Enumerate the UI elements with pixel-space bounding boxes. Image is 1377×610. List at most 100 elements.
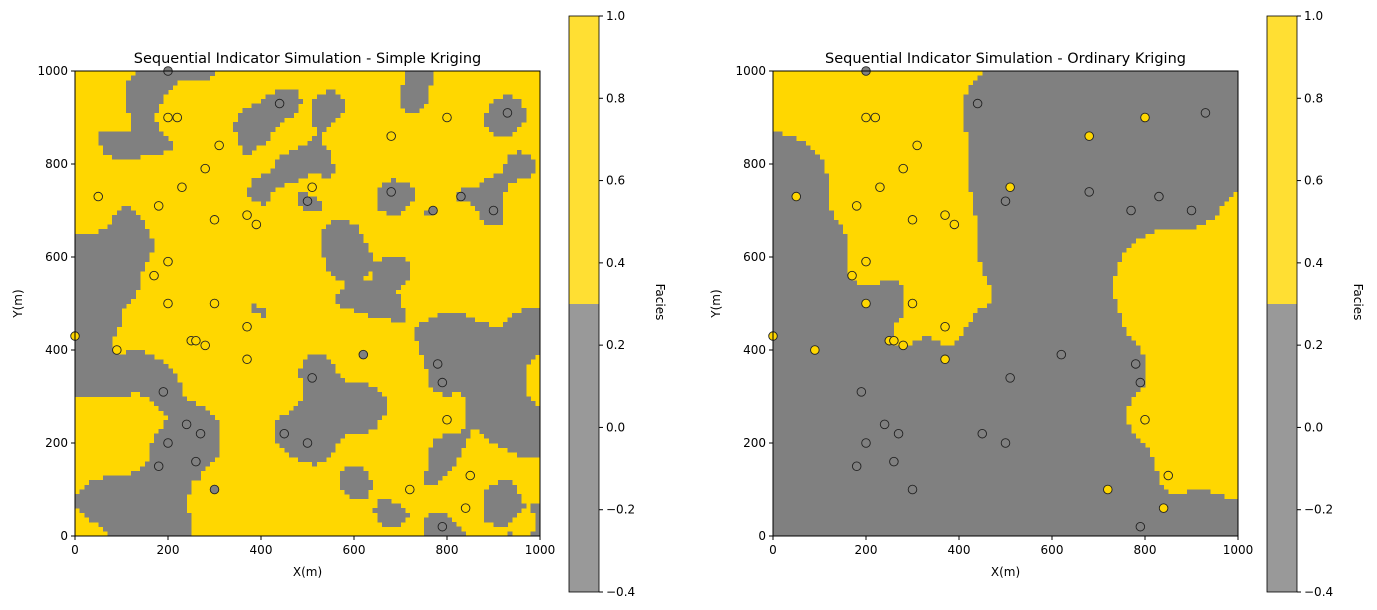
facies-cell — [172, 396, 178, 402]
facies-cell — [879, 508, 885, 514]
facies-cell — [363, 298, 369, 304]
facies-cell — [1047, 480, 1053, 486]
well-point — [149, 270, 159, 281]
facies-cell — [112, 238, 118, 244]
facies-cell — [1233, 526, 1239, 532]
facies-cell — [116, 280, 122, 286]
facies-cell — [274, 89, 280, 95]
facies-cell — [140, 80, 146, 86]
facies-cell — [479, 405, 485, 411]
facies-cell — [126, 294, 132, 300]
facies-cell — [1103, 461, 1109, 467]
facies-cell — [912, 461, 918, 467]
facies-cell — [126, 522, 132, 527]
facies-cell — [1145, 517, 1150, 523]
facies-cell — [1038, 526, 1043, 532]
facies-cell — [335, 266, 341, 272]
facies-cell — [335, 238, 341, 244]
facies-cell — [302, 387, 308, 393]
facies-cell — [1000, 466, 1006, 472]
facies-cell — [991, 484, 997, 490]
facies-cell — [796, 470, 802, 476]
facies-cell — [833, 522, 839, 527]
facies-cell — [428, 331, 434, 337]
facies-cell — [465, 187, 471, 193]
facies-cell — [130, 517, 136, 523]
facies-cell — [423, 354, 429, 360]
facies-cell — [84, 350, 90, 355]
facies-cell — [479, 191, 485, 197]
facies-cell — [926, 447, 932, 453]
facies-cell — [530, 419, 536, 425]
facies-cell — [121, 229, 127, 235]
facies-cell — [903, 447, 909, 453]
facies-cell — [507, 391, 513, 397]
facies-cell — [1158, 517, 1164, 523]
facies-cell — [460, 531, 466, 537]
facies-cell — [344, 475, 350, 481]
facies-cell — [358, 266, 364, 272]
facies-cell — [1075, 508, 1081, 514]
facies-cell — [298, 154, 304, 160]
facies-cell — [917, 480, 923, 486]
facies-cell — [126, 284, 132, 290]
facies-cell — [168, 508, 173, 514]
facies-cell — [112, 326, 118, 332]
facies-cell — [479, 368, 485, 374]
facies-cell — [163, 373, 169, 379]
facies-cell — [1131, 498, 1136, 504]
facies-cell — [1024, 494, 1030, 500]
facies-cell — [381, 196, 387, 202]
facies-cell — [98, 238, 104, 244]
facies-cell — [907, 470, 913, 476]
facies-cell — [456, 438, 462, 444]
facies-cell — [866, 466, 871, 472]
facies-cell — [484, 363, 490, 369]
facies-cell — [535, 452, 541, 458]
facies-cell — [875, 517, 881, 523]
facies-cell — [377, 191, 383, 197]
facies-cell — [121, 150, 127, 155]
facies-cell — [982, 461, 988, 467]
facies-cell — [833, 494, 839, 500]
facies-cell — [1065, 452, 1071, 458]
facies-cell — [1200, 512, 1206, 518]
facies-cell — [307, 205, 313, 211]
facies-cell — [321, 98, 327, 104]
facies-cell — [447, 443, 452, 448]
facies-cell — [912, 503, 918, 509]
facies-cell — [84, 303, 90, 309]
facies-cell — [1005, 489, 1011, 495]
facies-cell — [982, 484, 988, 490]
facies-cell — [135, 131, 141, 137]
facies-cell — [1196, 489, 1202, 495]
facies-cell — [893, 494, 899, 500]
facies-cell — [126, 480, 132, 486]
facies-cell — [903, 475, 909, 481]
well-point — [191, 335, 201, 346]
facies-cell — [1084, 494, 1090, 500]
facies-cell — [907, 508, 913, 514]
facies-cell — [912, 494, 918, 500]
facies-cell — [782, 503, 788, 509]
facies-cell — [521, 108, 527, 114]
facies-cell — [93, 391, 99, 397]
facies-cell — [372, 396, 378, 402]
facies-cell — [1019, 461, 1025, 467]
facies-cell — [302, 382, 308, 388]
facies-cell — [321, 429, 327, 434]
facies-cell — [1084, 461, 1090, 467]
facies-cell — [977, 484, 983, 490]
facies-cell — [437, 456, 443, 462]
facies-cell — [847, 456, 853, 462]
facies-cell — [1024, 489, 1030, 495]
facies-cell — [1140, 498, 1146, 504]
facies-grid — [75, 71, 541, 537]
facies-cell — [535, 405, 541, 411]
facies-cell — [326, 233, 332, 239]
colorbar-tick-label: 0.2 — [606, 338, 625, 352]
facies-cell — [195, 71, 201, 76]
facies-cell — [1121, 461, 1127, 467]
panel-simple-kriging: 0 200 400 600 800 100002004006008001000Sequen… — [11, 9, 667, 599]
facies-cell — [791, 494, 797, 500]
